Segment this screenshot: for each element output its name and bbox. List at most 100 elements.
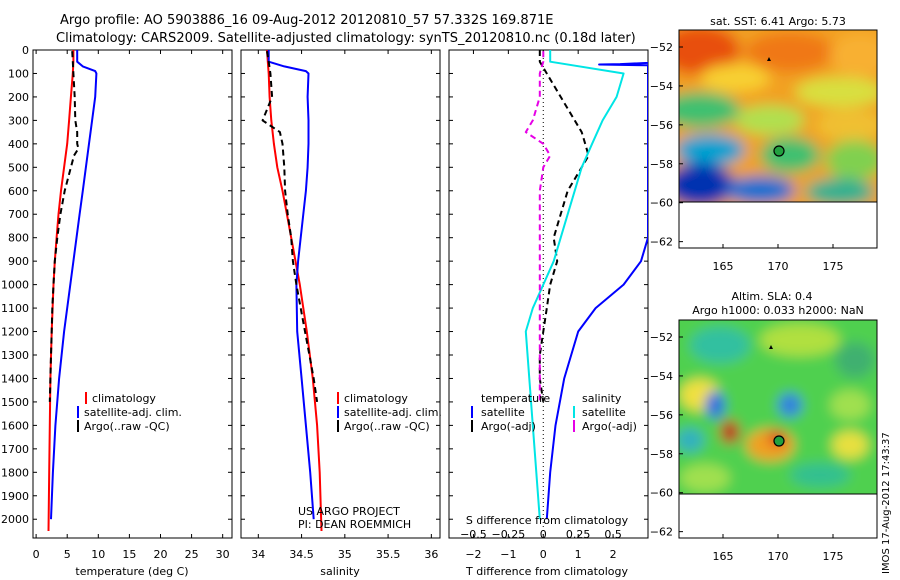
imos-timestamp: IMOS 17-Aug-2012 17:43:37: [881, 432, 892, 574]
y-tick-label: 1100: [1, 302, 29, 315]
y-tick-label: 900: [8, 255, 29, 268]
s-tick-label: 0.25: [566, 528, 591, 541]
y-tick-label: 700: [8, 208, 29, 221]
difference-axes: [448, 49, 649, 539]
difference-xlabel-top: S difference from climatology: [466, 514, 629, 527]
y-tick-label: −54: [650, 80, 673, 93]
salinity-legend: climatology satellite-adj. clim. Argo(..…: [298, 392, 442, 531]
series-line: [524, 50, 625, 520]
y-tick-label: 1600: [1, 419, 29, 432]
s-tick-label: −0.25: [491, 528, 525, 541]
y-tick-label: 1500: [1, 396, 29, 409]
y-tick-label: 300: [8, 114, 29, 127]
s-tick-label: 0.5: [604, 528, 622, 541]
credit-pi: PI: DEAN ROEMMICH: [298, 518, 411, 531]
x-tick-label: 1: [575, 548, 582, 561]
y-tick-label: 1800: [1, 466, 29, 479]
x-tick-label: 20: [153, 548, 167, 561]
series-line: [267, 50, 315, 520]
y-tick-label: −58: [650, 448, 673, 461]
difference-legend: temperature salinity satellite Argo(-adj…: [471, 392, 637, 433]
sla-map-ticks: 165 170 175 −52 −54 −56 −58 −60 −62: [650, 331, 844, 563]
x-tick-label: 36: [424, 548, 438, 561]
temperature-xlabel: temperature (deg C): [75, 565, 188, 578]
y-tick-label: −62: [650, 236, 673, 249]
x-tick-label: 175: [823, 260, 844, 273]
y-tick-label: 1200: [1, 326, 29, 339]
y-tick-label: −62: [650, 526, 673, 539]
series-line: [524, 51, 552, 402]
x-tick-label: 0: [540, 548, 547, 561]
temperature-axis-ticks: 0100200300400500600700800900100011001200…: [1, 44, 232, 561]
x-tick-label: −2: [465, 548, 481, 561]
x-tick-label: 35.5: [376, 548, 401, 561]
difference-axis-ticks: −2 −1 0 1 2: [449, 49, 648, 561]
title-line-2: Climatology: CARS2009. Satellite-adjuste…: [56, 31, 636, 46]
y-tick-label: −60: [650, 487, 673, 500]
series-line: [545, 61, 648, 520]
legend-s-satellite: satellite: [582, 406, 626, 419]
y-tick-label: −54: [650, 370, 673, 383]
y-tick-label: −52: [650, 331, 673, 344]
y-tick-label: −60: [650, 197, 673, 210]
sst-map-title: sat. SST: 6.41 Argo: 5.73: [710, 15, 846, 28]
previous-position-marker: [767, 57, 771, 61]
series-line: [47, 50, 75, 532]
x-tick-label: 175: [823, 550, 844, 563]
y-tick-label: 1400: [1, 372, 29, 385]
y-tick-label: 0: [22, 44, 29, 57]
y-tick-label: 800: [8, 232, 29, 245]
difference-series: [524, 50, 648, 520]
x-tick-label: 15: [122, 548, 136, 561]
x-tick-label: 5: [64, 548, 71, 561]
s-tick-label: −0.5: [460, 528, 487, 541]
legend-t-satellite: satellite: [481, 406, 525, 419]
temperature-legend: climatology satellite-adj. clim. Argo(..…: [77, 392, 182, 433]
y-tick-label: 100: [8, 67, 29, 80]
credit-project: US ARGO PROJECT: [298, 505, 400, 518]
x-tick-label: 30: [216, 548, 230, 561]
x-tick-label: 34: [251, 548, 265, 561]
series-line: [50, 50, 98, 520]
y-tick-label: 2000: [1, 513, 29, 526]
salinity-axis-ticks: 34 34.5 35 35.5 36: [241, 49, 440, 561]
x-tick-label: 35: [338, 548, 352, 561]
x-tick-label: 165: [713, 550, 734, 563]
x-tick-label: −1: [500, 548, 516, 561]
argo-position-marker: [773, 435, 785, 447]
temperature-series: [47, 50, 98, 532]
s-difference-ticks: −0.5 −0.25 0 0.25 0.5: [460, 528, 622, 541]
y-tick-label: 1900: [1, 490, 29, 503]
sst-map: [678, 29, 878, 249]
y-tick-label: 1700: [1, 443, 29, 456]
y-tick-label: 200: [8, 91, 29, 104]
legend-s-argo: Argo(-adj): [582, 420, 637, 433]
x-tick-label: 170: [768, 260, 789, 273]
sst-map-ticks: 165 170 175 −52 −54 −56 −58 −60 −62: [650, 41, 844, 273]
previous-position-marker: [769, 345, 773, 349]
title-line-1: Argo profile: AO 5903886_16 09-Aug-2012 …: [60, 13, 553, 28]
x-tick-label: 2: [610, 548, 617, 561]
legend-argo-raw: Argo(..raw -QC): [344, 420, 430, 433]
y-tick-label: 600: [8, 185, 29, 198]
legend-temperature-title: temperature: [481, 392, 550, 405]
legend-argo-raw: Argo(..raw -QC): [84, 420, 170, 433]
x-tick-label: 34.5: [289, 548, 314, 561]
y-tick-label: −56: [650, 409, 673, 422]
x-tick-label: 0: [33, 548, 40, 561]
legend-salinity-title: salinity: [582, 392, 622, 405]
difference-xlabel: T difference from climatology: [465, 565, 628, 578]
series-line: [48, 51, 80, 402]
legend-climatology: climatology: [344, 392, 408, 405]
s-tick-label: 0: [540, 528, 547, 541]
series-line: [538, 50, 590, 403]
salinity-series: [261, 50, 323, 532]
y-tick-label: −58: [650, 158, 673, 171]
x-tick-label: 170: [768, 550, 789, 563]
y-tick-label: −56: [650, 119, 673, 132]
legend-t-argo: Argo(-adj): [481, 420, 536, 433]
argo-position-marker: [773, 145, 785, 157]
salinity-axes: [240, 49, 441, 539]
series-line: [261, 51, 319, 403]
